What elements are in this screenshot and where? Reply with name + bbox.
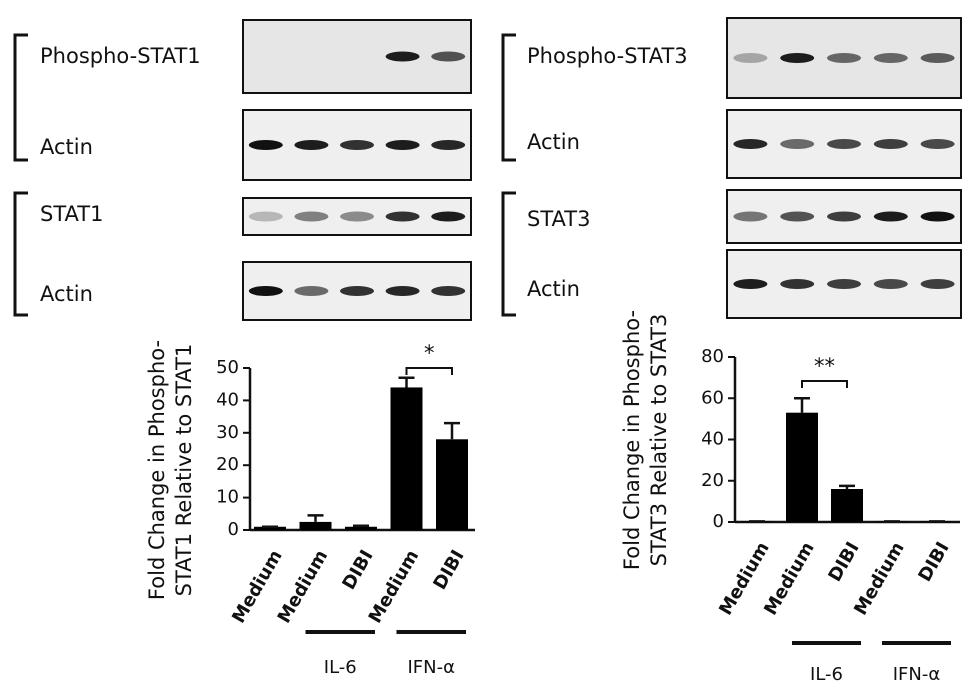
blot-band	[827, 279, 861, 289]
blot-band	[248, 140, 283, 150]
blot-band	[733, 53, 768, 63]
blot-band	[780, 139, 815, 149]
blot-band	[873, 211, 908, 222]
blot-label: STAT1	[40, 202, 103, 226]
x-tick-label: DIBI	[338, 547, 377, 594]
blot-band	[827, 139, 861, 149]
y-axis-label: STAT3 Relative to STAT3	[647, 314, 671, 567]
blot-band	[920, 211, 955, 222]
blot-band	[431, 286, 466, 296]
blot-band	[385, 286, 420, 296]
y-tick-label: 0	[713, 511, 724, 532]
y-tick-label: 80	[701, 346, 724, 367]
error-bar	[444, 421, 460, 440]
blot-band	[248, 286, 283, 296]
bar	[786, 412, 818, 522]
blot-band	[385, 140, 420, 150]
blot-band	[873, 139, 908, 149]
blot-band	[827, 53, 861, 63]
blot-label: Actin	[40, 135, 93, 159]
bar	[390, 387, 423, 530]
y-tick-label: 40	[216, 389, 239, 410]
error-bar	[839, 484, 855, 489]
y-axis-label: Fold Change in Phospho-	[620, 310, 644, 570]
blot-band	[873, 53, 908, 63]
y-tick-label: 40	[701, 429, 724, 450]
error-bar	[307, 514, 324, 522]
group-label: IL-6	[324, 657, 357, 678]
x-tick-label: DIBI	[914, 539, 953, 586]
y-tick-label: 50	[216, 357, 239, 378]
error-bar	[794, 397, 810, 413]
group-label: IFN-α	[893, 664, 941, 685]
blot-band	[431, 211, 466, 222]
bar	[831, 489, 863, 522]
x-tick-label: DIBI	[429, 547, 468, 594]
y-tick-label: 10	[216, 487, 239, 508]
blot-label: STAT3	[527, 207, 590, 231]
bar	[345, 526, 377, 530]
significance-bracket	[801, 380, 848, 388]
significance: **	[814, 354, 835, 378]
blot-band	[780, 279, 815, 289]
bar	[436, 439, 468, 530]
blot-band	[385, 51, 420, 62]
y-axis-label: Fold Change in Phospho-	[145, 340, 169, 600]
y-tick-label: 20	[701, 470, 724, 491]
blot-band	[431, 51, 466, 62]
error-bar	[398, 376, 415, 388]
y-tick-label: 30	[216, 422, 239, 443]
blot-label: Phospho-STAT3	[527, 44, 688, 68]
group-label: IL-6	[810, 664, 843, 685]
blot-label: Actin	[40, 282, 93, 306]
significance-bracket	[405, 367, 453, 375]
blot-band	[385, 211, 420, 222]
blot-band	[920, 139, 955, 149]
blot-label: Phospho-STAT1	[40, 44, 201, 68]
blot-band	[294, 286, 329, 296]
blot-label: Actin	[527, 130, 580, 154]
y-axis-label: STAT1 Relative to STAT1	[172, 344, 196, 597]
blot-band	[340, 286, 374, 296]
significance: *	[424, 341, 435, 365]
y-tick-label: 20	[216, 454, 239, 475]
blot-band	[733, 279, 768, 289]
blot-band	[780, 53, 815, 63]
blot-band	[920, 53, 955, 63]
blot-band	[340, 140, 374, 150]
blot-band	[780, 211, 815, 222]
y-tick-label: 0	[228, 519, 239, 540]
blot-label: Actin	[527, 277, 580, 301]
bar	[299, 521, 332, 530]
blot-band	[431, 140, 466, 150]
brackets	[13, 33, 516, 317]
blot-band	[733, 211, 768, 222]
blot-band	[827, 211, 861, 222]
y-tick-label: 60	[701, 387, 724, 408]
x-tick-label: DIBI	[824, 539, 863, 586]
blot-band	[340, 211, 374, 222]
blot-band	[294, 211, 329, 222]
group-label: IFN-α	[408, 657, 456, 678]
blot-band	[248, 211, 283, 222]
blot-band	[920, 279, 955, 289]
error-bar	[353, 524, 369, 528]
blot-band	[294, 140, 329, 150]
blot-band	[873, 279, 908, 289]
bar	[254, 526, 286, 530]
blot-band	[733, 139, 768, 149]
